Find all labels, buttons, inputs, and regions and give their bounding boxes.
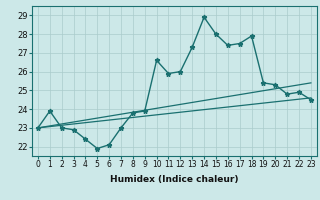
- X-axis label: Humidex (Indice chaleur): Humidex (Indice chaleur): [110, 175, 239, 184]
